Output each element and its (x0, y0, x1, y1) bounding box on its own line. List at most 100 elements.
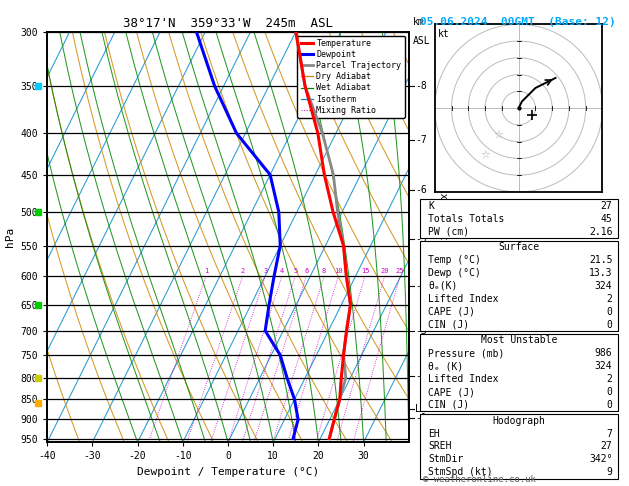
Dewpoint (294, 417, 302, 422)
Text: 7: 7 (606, 429, 613, 438)
Text: CAPE (J): CAPE (J) (428, 387, 475, 397)
Text: K: K (428, 201, 434, 211)
Text: Temp (°C): Temp (°C) (428, 255, 481, 265)
Parcel Trajectory (301, 83, 309, 89)
Text: 0: 0 (606, 387, 613, 397)
Temperature (340, 243, 347, 248)
Text: 27: 27 (601, 441, 613, 451)
Text: Dewp (°C): Dewp (°C) (428, 268, 481, 278)
Title: 38°17'N  359°33'W  245m  ASL: 38°17'N 359°33'W 245m ASL (123, 17, 333, 31)
Text: 2: 2 (606, 294, 613, 304)
Text: kt: kt (438, 29, 450, 39)
Parcel Trajectory (326, 435, 333, 441)
Text: Totals Totals: Totals Totals (428, 214, 504, 224)
Text: 27: 27 (601, 201, 613, 211)
Dewpoint (277, 243, 284, 248)
Text: © weatheronline.co.uk: © weatheronline.co.uk (423, 474, 535, 484)
Parcel Trajectory (336, 397, 343, 402)
Text: -5: -5 (415, 234, 427, 244)
Text: Lifted Index: Lifted Index (428, 374, 499, 384)
Text: SREH: SREH (428, 441, 452, 451)
Parcel Trajectory (340, 243, 347, 248)
Text: -6: -6 (415, 185, 427, 195)
Dewpoint (270, 274, 278, 279)
Temperature (321, 172, 328, 178)
Text: 15: 15 (361, 268, 369, 274)
Temperature (314, 130, 321, 136)
Text: -1: -1 (415, 413, 427, 422)
Y-axis label: hPa: hPa (5, 227, 15, 247)
Text: StmDir: StmDir (428, 454, 464, 464)
Parcel Trajectory (292, 29, 299, 35)
Temperature (343, 274, 350, 279)
Temperature (338, 375, 345, 381)
Text: CAPE (J): CAPE (J) (428, 307, 475, 317)
Text: LCL: LCL (415, 404, 433, 414)
Text: -4: -4 (415, 280, 427, 291)
Text: 2: 2 (606, 374, 613, 384)
Temperature (343, 328, 350, 334)
Text: 0: 0 (606, 400, 613, 410)
Text: EH: EH (428, 429, 440, 438)
Line: Parcel Trajectory: Parcel Trajectory (296, 32, 350, 438)
Text: 8: 8 (322, 268, 326, 274)
Text: θₑ(K): θₑ(K) (428, 281, 457, 291)
Text: 986: 986 (595, 348, 613, 358)
Parcel Trajectory (343, 328, 350, 334)
Text: Lifted Index: Lifted Index (428, 294, 499, 304)
Text: 3: 3 (263, 268, 267, 274)
Temperature (336, 397, 343, 402)
Dewpoint (192, 29, 200, 35)
Text: 4: 4 (280, 268, 284, 274)
Legend: Temperature, Dewpoint, Parcel Trajectory, Dry Adiabat, Wet Adiabat, Isotherm, Mi: Temperature, Dewpoint, Parcel Trajectory… (297, 36, 404, 118)
Text: -3: -3 (415, 326, 427, 336)
Text: 5: 5 (293, 268, 298, 274)
Text: ☆: ☆ (480, 150, 490, 160)
Text: StmSpd (kt): StmSpd (kt) (428, 467, 493, 477)
Text: 324: 324 (595, 361, 613, 371)
Text: 0: 0 (606, 320, 613, 330)
Parcel Trajectory (347, 302, 354, 308)
Parcel Trajectory (330, 417, 338, 422)
Parcel Trajectory (319, 130, 326, 136)
Dewpoint (277, 352, 284, 358)
Text: ASL: ASL (413, 35, 431, 46)
Dewpoint (275, 209, 282, 215)
Temperature (326, 435, 333, 441)
X-axis label: Dewpoint / Temperature (°C): Dewpoint / Temperature (°C) (137, 467, 319, 477)
Text: Surface: Surface (499, 242, 540, 252)
Text: 324: 324 (595, 281, 613, 291)
Line: Temperature: Temperature (296, 32, 350, 438)
Line: Dewpoint: Dewpoint (196, 32, 298, 438)
Parcel Trajectory (334, 209, 342, 215)
Dewpoint (283, 375, 291, 381)
Text: 1: 1 (204, 268, 208, 274)
Text: km: km (413, 17, 425, 28)
Text: 9: 9 (606, 467, 613, 477)
Text: 20: 20 (381, 268, 389, 274)
Text: 2: 2 (240, 268, 245, 274)
Dewpoint (291, 397, 298, 402)
Dewpoint (262, 328, 269, 334)
Bar (420, 334, 618, 411)
Temperature (301, 83, 309, 89)
Temperature (340, 352, 347, 358)
Parcel Trajectory (340, 352, 347, 358)
Text: Most Unstable: Most Unstable (481, 335, 557, 346)
Text: 342°: 342° (589, 454, 613, 464)
Dewpoint (266, 172, 274, 178)
Text: 25: 25 (396, 268, 404, 274)
Parcel Trajectory (343, 274, 350, 279)
Dewpoint (289, 435, 297, 441)
Temperature (347, 302, 354, 308)
Dewpoint (265, 302, 273, 308)
Temperature (330, 209, 337, 215)
Parcel Trajectory (330, 172, 337, 178)
Text: Pressure (mb): Pressure (mb) (428, 348, 504, 358)
Text: 05.06.2024  00GMT  (Base: 12): 05.06.2024 00GMT (Base: 12) (420, 17, 616, 27)
Text: Hodograph: Hodograph (493, 416, 546, 426)
Text: CIN (J): CIN (J) (428, 320, 469, 330)
Bar (420, 199, 618, 238)
Text: 13.3: 13.3 (589, 268, 613, 278)
Text: Mixing Ratio (g/kg): Mixing Ratio (g/kg) (438, 181, 448, 293)
